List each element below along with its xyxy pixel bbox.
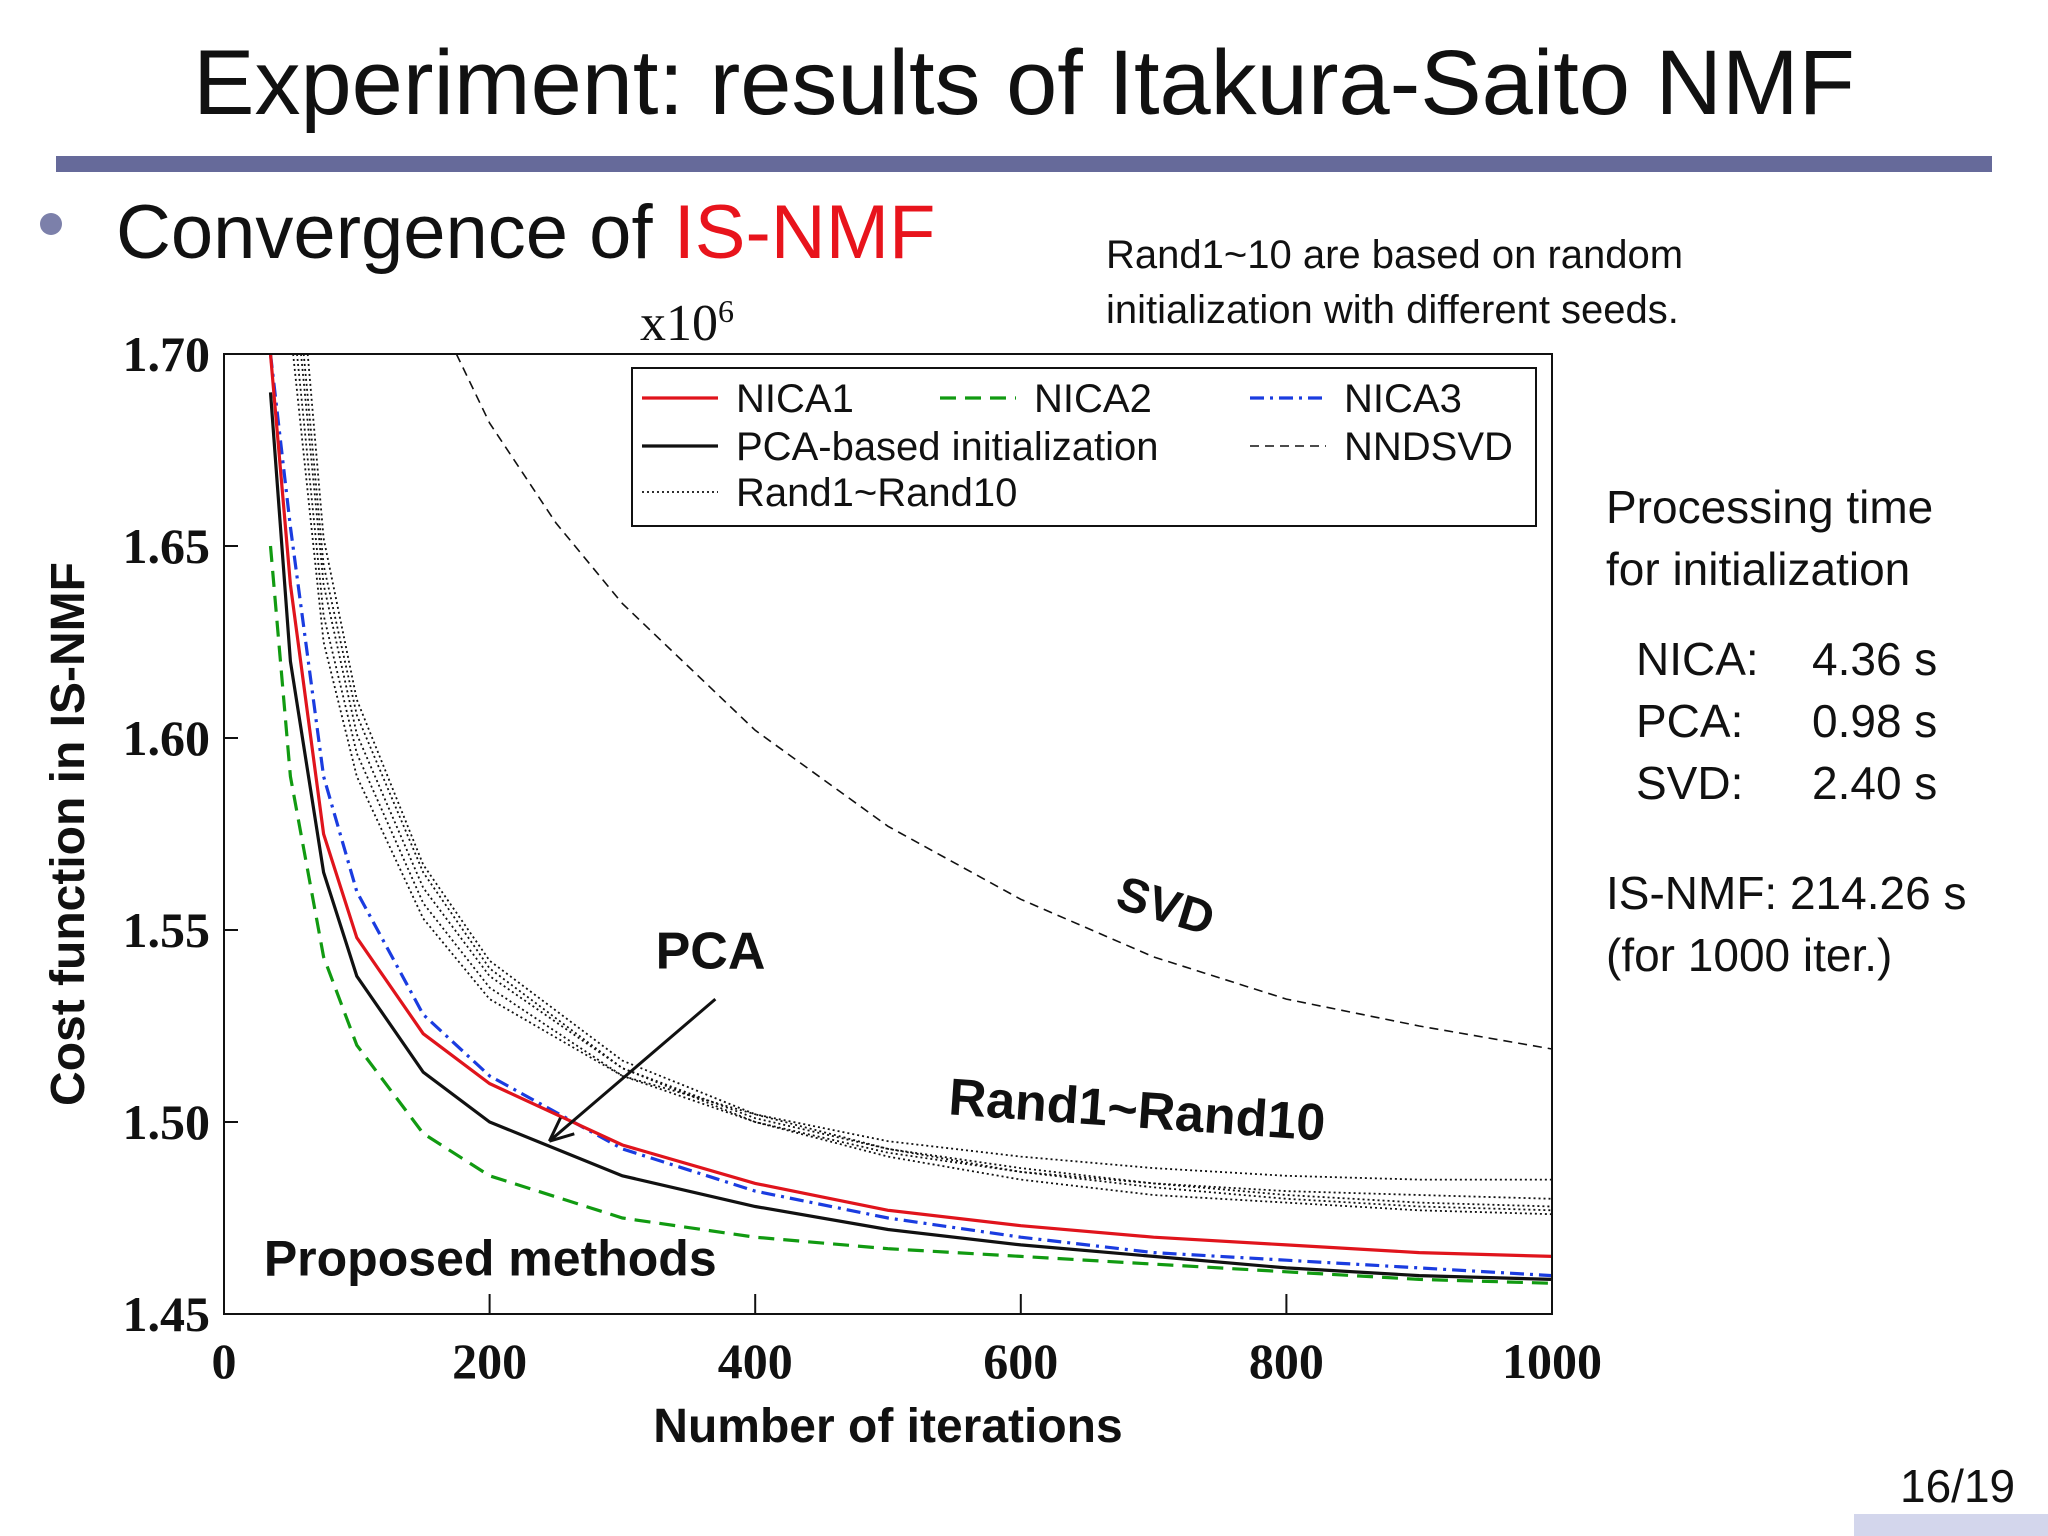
time-label: SVD: <box>1636 757 1744 809</box>
series-line-rand1-rand10-1 <box>292 354 1552 1181</box>
y-tick-label: 1.45 <box>123 1286 211 1342</box>
time-value: 2.40 s <box>1812 757 1938 809</box>
page-progress-bar <box>1854 1514 2048 1536</box>
bullet-icon <box>40 213 62 235</box>
x-axis-label: Number of iterations <box>653 1400 1122 1453</box>
plot-lines <box>268 354 1552 1285</box>
axis-ticks: 0 200 400 600 800 1000 1.45 1.50 1.55 1.60 1.65 1.7… <box>123 326 1603 1389</box>
chart-legend: NICA1 NICA2 NICA3 PCA-based initialization N… <box>631 367 1537 527</box>
y-tick-label: 1.55 <box>123 902 211 958</box>
series-line-nndsvd <box>455 354 1552 1050</box>
seed-note-line: Rand1~10 are based on random <box>1106 233 1684 277</box>
bullet-highlight: IS-NMF <box>673 190 936 275</box>
y-multiplier-base: x10 <box>640 295 718 352</box>
y-tick-label: 1.65 <box>123 518 211 574</box>
series-line-rand1-rand10-3 <box>300 354 1552 1208</box>
annotation-svd: SVD <box>1111 867 1221 947</box>
x-tick-label: 600 <box>983 1333 1058 1389</box>
time-label: PCA: <box>1636 695 1744 747</box>
legend-label-pca-based-initialization: PCA-based initialization <box>736 425 1158 469</box>
y-tick-label: 1.60 <box>123 710 211 766</box>
isnmf-time: IS-NMF: 214.26 s (for 1000 iter.) <box>1606 862 1966 986</box>
legend-label-rand1-rand10: Rand1~Rand10 <box>736 471 1017 515</box>
time-rows: NICA: 4.36 s PCA: 0.98 s SVD: 2.40 s <box>1636 628 1966 814</box>
legend-label-nica2: NICA2 <box>1034 377 1152 421</box>
legend-label-nndsvd: NNDSVD <box>1344 425 1513 469</box>
time-row-svd: SVD: 2.40 s <box>1636 752 1966 814</box>
series-line-nica3 <box>268 354 1552 1278</box>
x-tick-label: 200 <box>452 1333 527 1389</box>
panel-heading-line: Processing time <box>1606 481 1934 533</box>
bullet-prefix: Convergence of <box>116 190 674 275</box>
page-number: 16/19 <box>1900 1460 2016 1512</box>
x-tick-label: 800 <box>1249 1333 1324 1389</box>
isnmf-time-line: (for 1000 iter.) <box>1606 929 1893 981</box>
series-line-rand1-rand10-4 <box>302 354 1552 1216</box>
panel-heading-line: for initialization <box>1606 543 1911 595</box>
annotation-arrow <box>548 997 717 1143</box>
processing-time-panel: Processing time for initialization NICA:… <box>1606 476 1966 986</box>
time-value: 4.36 s <box>1812 633 1938 685</box>
annotation-rand1-rand10: Rand1~Rand10 <box>947 1068 1327 1152</box>
time-row-nica: NICA: 4.36 s <box>1636 628 1966 690</box>
legend-label-nica1: NICA1 <box>736 377 854 421</box>
x-tick-label: 400 <box>718 1333 793 1389</box>
y-multiplier: x106 <box>640 293 734 352</box>
y-tick-label: 1.70 <box>123 326 211 382</box>
annotation-proposed-methods: Proposed methods <box>264 1231 717 1287</box>
isnmf-time-line: IS-NMF: 214.26 s <box>1606 867 1967 919</box>
annotation-arrowhead <box>548 1117 575 1143</box>
slide-title: Experiment: results of Itakura-Saito NMF <box>193 32 1855 134</box>
y-multiplier-exponent: 6 <box>718 293 734 329</box>
seed-note: Rand1~10 are based on random initializat… <box>1106 228 1806 338</box>
x-tick-label: 0 <box>212 1333 237 1389</box>
legend-box <box>631 367 1537 527</box>
series-line-nica1 <box>268 354 1552 1258</box>
annotation-pca: PCA <box>656 922 766 980</box>
title-rule <box>56 156 1992 172</box>
y-tick-label: 1.50 <box>123 1094 211 1150</box>
bullet-heading: Convergence of IS-NMF <box>116 188 935 278</box>
legend-label-nica3: NICA3 <box>1344 377 1462 421</box>
time-row-pca: PCA: 0.98 s <box>1636 690 1966 752</box>
series-line-rand1-rand10-2 <box>296 354 1552 1200</box>
chart-annotations: SVD Rand1~Rand10 PCA Proposed methods <box>264 867 1327 1287</box>
time-value: 0.98 s <box>1812 695 1938 747</box>
plot-frame <box>223 353 1553 1315</box>
y-axis-label: Cost function in IS-NMF <box>42 562 95 1106</box>
series-line-pca-based-initialization <box>268 392 1552 1281</box>
seed-note-line: initialization with different seeds. <box>1106 288 1679 332</box>
time-label: NICA: <box>1636 633 1759 685</box>
x-tick-label: 1000 <box>1502 1333 1602 1389</box>
series-line-nica2 <box>268 545 1552 1285</box>
